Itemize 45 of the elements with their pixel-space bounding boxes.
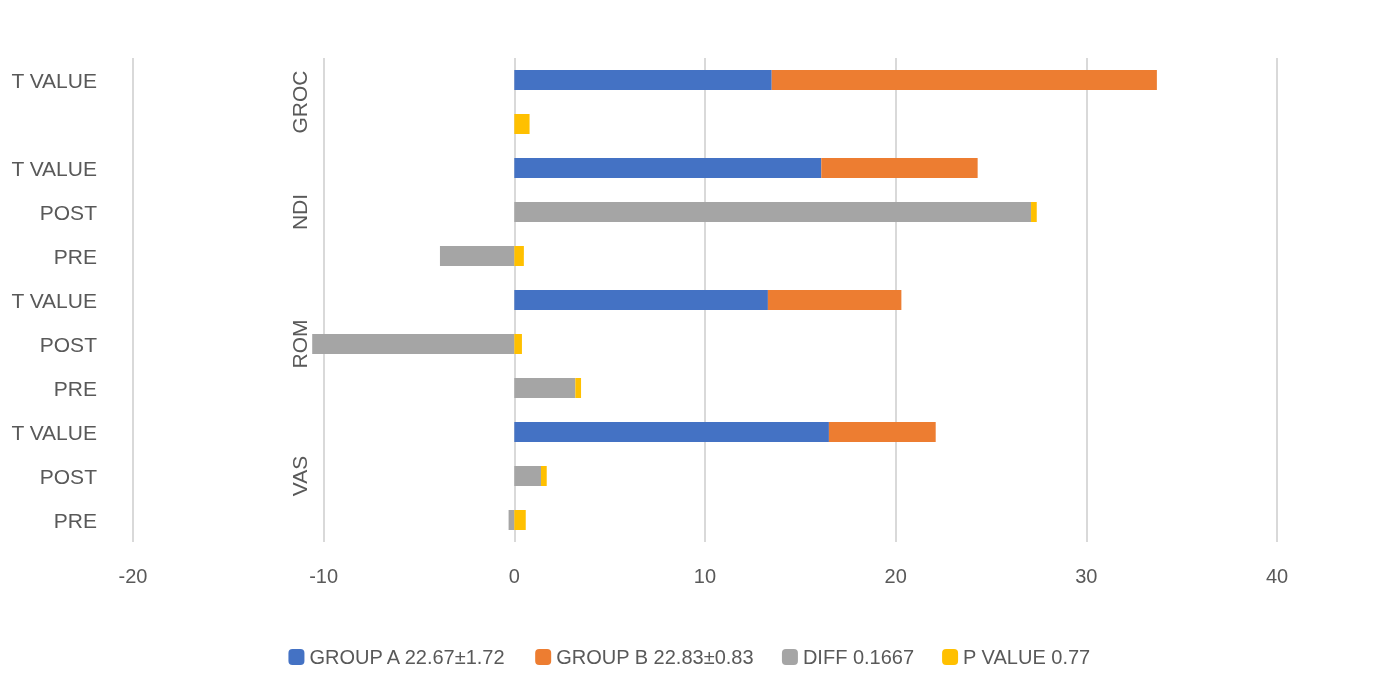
y-tick-label: PRE — [53, 508, 97, 532]
legend-label: GROUP B 22.83±0.83 — [556, 646, 754, 668]
bar — [514, 290, 768, 310]
bar — [514, 246, 524, 266]
bar — [514, 114, 530, 134]
bar — [514, 510, 526, 530]
y-tick-label: T VALUE — [11, 68, 97, 92]
x-tick-label: 40 — [1265, 565, 1289, 587]
bar — [514, 70, 772, 90]
bar — [1031, 202, 1037, 222]
bar — [514, 334, 522, 354]
y-tick-label: PRE — [53, 244, 97, 268]
y-tick-label: POST — [39, 332, 98, 356]
legend-label: P VALUE 0.77 — [963, 646, 1091, 668]
bar — [514, 378, 576, 398]
annotation: VAS — [287, 455, 311, 497]
annotation: NDI — [287, 193, 311, 231]
bar — [821, 158, 978, 178]
x-tick-label: -10 — [309, 565, 339, 587]
bar — [312, 334, 515, 354]
bar — [439, 246, 515, 266]
x-tick-label: 0 — [508, 565, 520, 587]
x-tick-label: -20 — [118, 565, 148, 587]
bar — [514, 158, 822, 178]
x-tick-label: 30 — [1075, 565, 1098, 587]
y-tick-label: T VALUE — [11, 288, 97, 312]
x-tick-label: 10 — [693, 565, 717, 587]
y-tick-label: T VALUE — [11, 156, 97, 180]
bar — [514, 202, 1032, 222]
x-tick-label: 20 — [884, 565, 907, 587]
legend-label: DIFF 0.1667 — [802, 646, 915, 668]
y-tick-label: T VALUE — [11, 420, 97, 444]
y-tick-label: PRE — [53, 376, 97, 400]
bar — [514, 466, 542, 486]
bar — [575, 378, 582, 398]
annotation: ROM — [287, 319, 311, 369]
annotation: GROC — [287, 70, 311, 134]
bar — [771, 70, 1157, 90]
bar — [767, 290, 902, 310]
legend-label: GROUP A 22.67±1.72 — [309, 646, 505, 668]
y-tick-label: POST — [39, 464, 98, 488]
bar — [828, 422, 936, 442]
bar — [541, 466, 547, 486]
y-tick-label: POST — [39, 200, 98, 224]
bar — [514, 422, 829, 442]
